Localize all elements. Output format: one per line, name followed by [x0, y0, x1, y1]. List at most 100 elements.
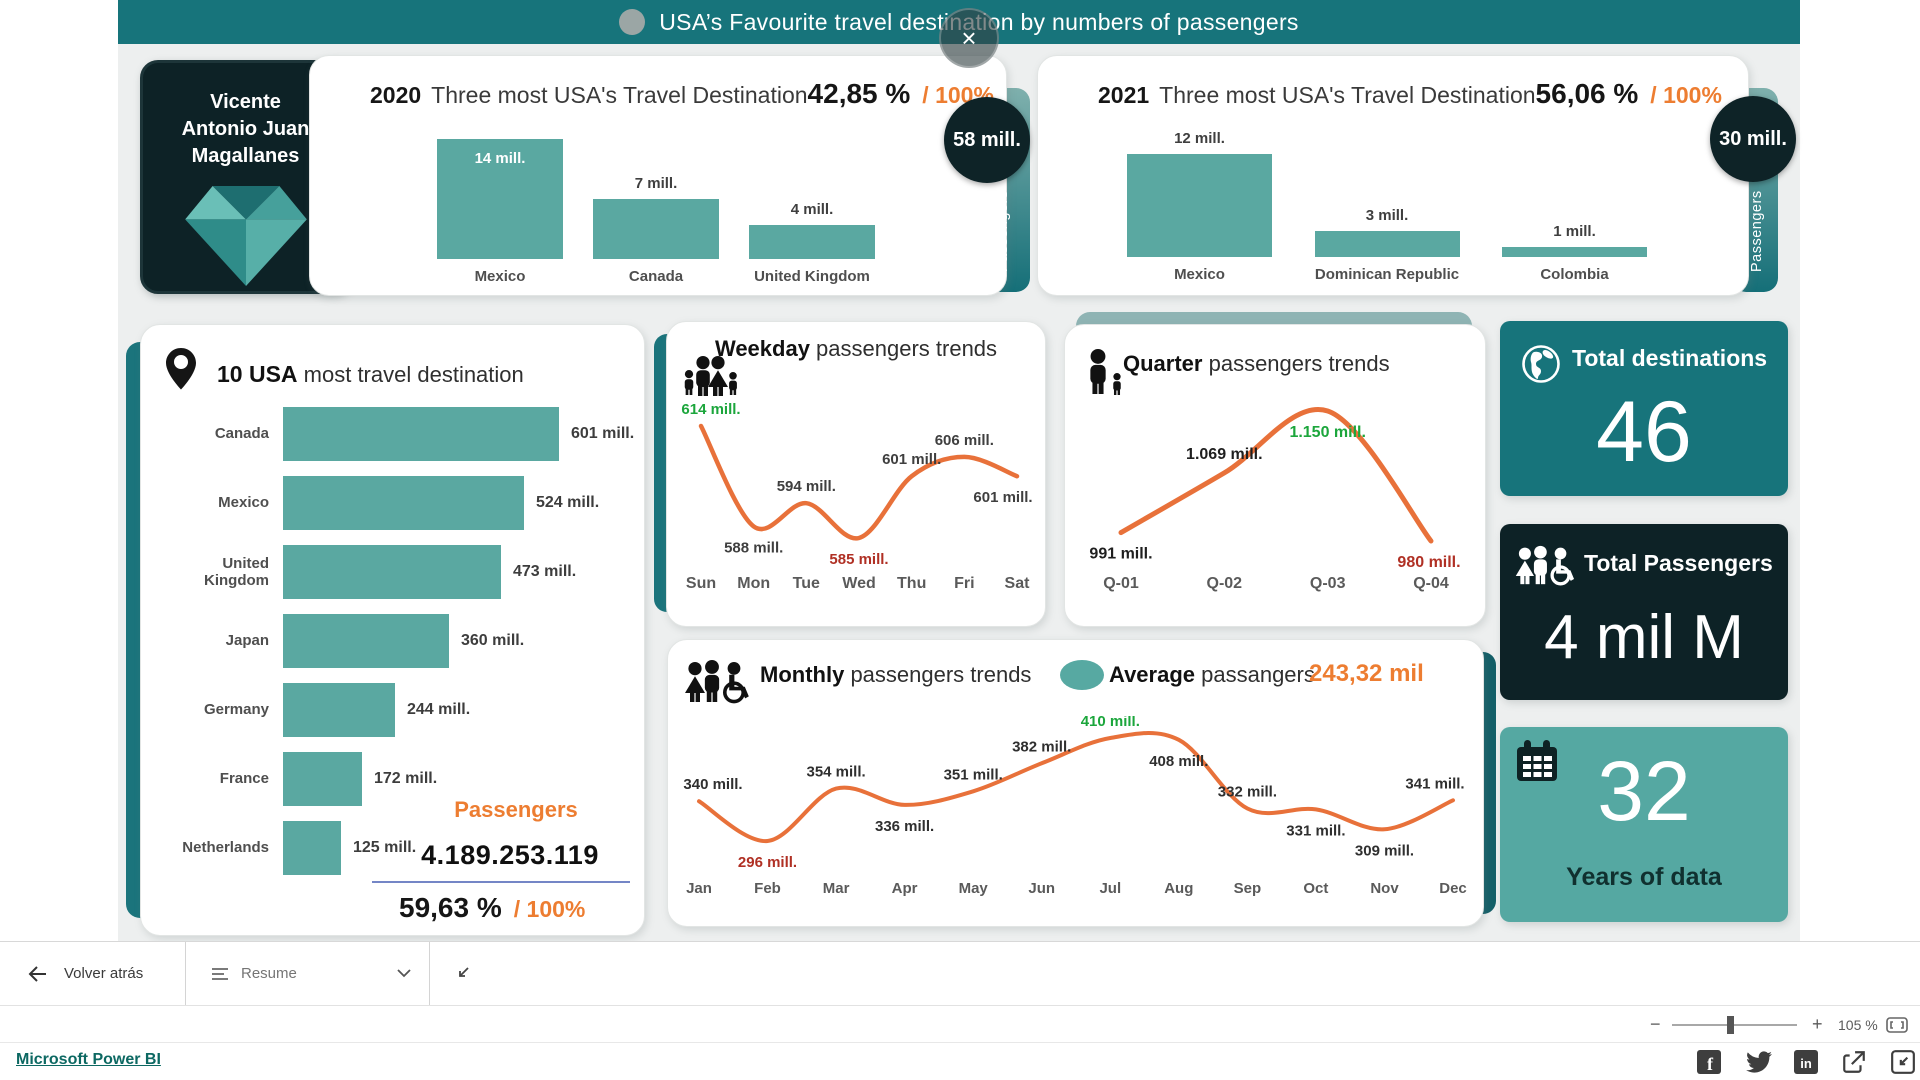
- card-top10-destinations[interactable]: 10 USA most travel destination Canada 60…: [140, 324, 645, 936]
- report-toolbar: Volver atrás Resume: [0, 941, 1920, 1006]
- kpi-total-destinations[interactable]: Total destinations 46: [1500, 321, 1788, 496]
- zoom-slider[interactable]: [1672, 1006, 1797, 1043]
- collapse-button[interactable]: [452, 942, 472, 1005]
- toolbar-divider: [429, 942, 430, 1005]
- bar-value-label: 172 mill.: [374, 769, 438, 787]
- bar[interactable]: [749, 225, 875, 259]
- bar-row-canada[interactable]: Canada 601 mill.: [159, 399, 634, 468]
- card-2021-top-destinations[interactable]: 2021 Three most USA's Travel Destination…: [1037, 55, 1749, 296]
- data-label: 1.150 mill.: [1289, 424, 1366, 441]
- page-menu-label: Resume: [241, 965, 297, 982]
- bar[interactable]: 14 mill.: [437, 139, 563, 259]
- bar-category-label: France: [219, 770, 269, 787]
- facebook-button[interactable]: f: [1696, 1049, 1722, 1075]
- kpi-title: Total destinations: [1572, 345, 1768, 371]
- data-label: 296 mill.: [738, 854, 797, 871]
- passengers-label: Passengers: [454, 797, 578, 822]
- bar-row-france[interactable]: France 172 mill.: [159, 744, 631, 813]
- close-button[interactable]: ×: [939, 8, 999, 68]
- data-label: 351 mill.: [944, 766, 1003, 783]
- collapse-icon: [459, 966, 469, 977]
- year-label: 2020: [370, 82, 422, 108]
- data-label: 408 mill.: [1149, 753, 1208, 770]
- bar-colombia[interactable]: 1 mill. Colombia: [1502, 128, 1647, 283]
- bar[interactable]: [593, 199, 719, 259]
- zoom-slider-track[interactable]: [1672, 1015, 1797, 1034]
- axis-tick: Thu: [897, 575, 926, 592]
- bar[interactable]: [283, 613, 449, 668]
- axis-tick: Sun: [686, 575, 716, 592]
- bar-mexico[interactable]: 12 mill. Mexico: [1127, 128, 1272, 283]
- data-label: 614 mill.: [681, 401, 740, 418]
- line-chart-monthly[interactable]: 340 mill. 296 mill. 354 mill. 336 mill. 351 …: [681, 716, 1471, 901]
- bar-mexico[interactable]: 14 mill. Mexico: [437, 133, 563, 285]
- hbar-chart-top10[interactable]: Canada 601 mill. Mexico 524 mill. United…: [159, 399, 634, 882]
- bar-category-label: United Kingdom: [204, 554, 269, 589]
- total-badge-2021: 30 mill.: [1710, 96, 1796, 182]
- bar-value-label: 1 mill.: [1553, 223, 1596, 240]
- bar-value-label: 14 mill.: [474, 150, 526, 167]
- bar[interactable]: [1127, 154, 1272, 257]
- zoom-slider-handle[interactable]: [1727, 1015, 1734, 1034]
- bar-value-label: 244 mill.: [407, 700, 471, 718]
- bar[interactable]: [283, 406, 559, 461]
- bar-row-japan[interactable]: Japan 360 mill.: [159, 606, 631, 675]
- author-name-line: Vicente: [210, 91, 281, 113]
- line-chart-quarter[interactable]: 991 mill. 1.069 mill. 1.150 mill. 980 mill.…: [1081, 381, 1471, 596]
- bar-canada[interactable]: 7 mill. Canada: [593, 133, 719, 285]
- bar[interactable]: [283, 682, 395, 737]
- bar[interactable]: [283, 820, 341, 875]
- passengers-total: 4.189.253.119: [421, 840, 599, 870]
- data-label: 606 mill.: [935, 432, 994, 449]
- card-quarter-trends[interactable]: Quarter passengers trends 991 mill. 1.069…: [1064, 324, 1486, 627]
- summary-divider: [372, 881, 630, 883]
- bar-united-kingdom[interactable]: 4 mill. United Kingdom: [749, 133, 875, 285]
- bar[interactable]: [283, 544, 501, 599]
- family-icon: [684, 356, 737, 396]
- bar-row-germany[interactable]: Germany 244 mill.: [159, 675, 631, 744]
- powerbi-link[interactable]: Microsoft Power BI: [16, 1051, 161, 1068]
- card-monthly-trends[interactable]: Monthly passengers trends Average passan…: [667, 639, 1484, 927]
- bar[interactable]: [283, 751, 362, 806]
- share-percent: 59,63 %: [399, 892, 502, 923]
- card-weekday-trends[interactable]: Weekday passengers trends 614 mill. 588 m…: [666, 321, 1046, 627]
- bar-row-united-kingdom[interactable]: United Kingdom 473 mill.: [159, 537, 631, 606]
- bar-row-mexico[interactable]: Mexico 524 mill.: [159, 468, 631, 537]
- exit-fullscreen-button[interactable]: [1890, 1049, 1916, 1075]
- bar-dominican-republic[interactable]: 3 mill. Dominican Republic: [1314, 128, 1460, 283]
- family-wheelchair-icon: [685, 660, 749, 704]
- linkedin-button[interactable]: in: [1793, 1049, 1819, 1075]
- bar[interactable]: [1502, 247, 1647, 257]
- data-label: 594 mill.: [777, 478, 836, 495]
- twitter-button[interactable]: [1746, 1049, 1772, 1075]
- bar-chart-2020[interactable]: 14 mill. Mexico 7 mill. Canada 4 mill. U…: [437, 133, 875, 285]
- header-dot-icon: [619, 9, 646, 35]
- page-menu-dropdown[interactable]: Resume: [211, 942, 411, 1005]
- bar-category-label: Colombia: [1540, 266, 1609, 283]
- bar-chart-2021[interactable]: 12 mill. Mexico 3 mill. Dominican Republ…: [1127, 128, 1647, 283]
- close-icon: ×: [961, 23, 977, 53]
- kpi-value: 4 mil M: [1544, 603, 1744, 672]
- back-label: Volver atrás: [64, 965, 144, 982]
- kpi-total-passengers[interactable]: Total Passengers 4 mil M: [1500, 524, 1788, 700]
- bar[interactable]: [283, 475, 524, 530]
- chevron-down-icon: [397, 969, 411, 978]
- zoom-in-button[interactable]: +: [1812, 1014, 1823, 1034]
- fit-to-width-button[interactable]: [1886, 1006, 1908, 1043]
- zoom-level: 105 %: [1838, 1016, 1878, 1033]
- kpi-years-of-data[interactable]: 32 Years of data: [1500, 727, 1788, 922]
- line-chart-weekday[interactable]: 614 mill. 588 mill. 594 mill. 585 mill. 601 …: [679, 396, 1039, 596]
- axis-tick: Q-02: [1207, 575, 1243, 592]
- trend-line: [698, 423, 1020, 541]
- bar-row-netherlands[interactable]: Netherlands 125 mill.: [159, 813, 631, 882]
- bar-category-label: Dominican Republic: [1314, 266, 1460, 283]
- axis-tick: Sat: [1005, 575, 1031, 592]
- kpi-title: Total Passengers: [1584, 550, 1773, 576]
- card-2020-top-destinations[interactable]: 2020 Three most USA's Travel Destination…: [309, 55, 1007, 296]
- share-button[interactable]: [1841, 1049, 1867, 1075]
- axis-tick: Nov: [1370, 880, 1399, 897]
- back-button[interactable]: Volver atrás: [26, 942, 143, 1005]
- zoom-out-button[interactable]: −: [1650, 1014, 1661, 1034]
- bar[interactable]: [1314, 231, 1460, 257]
